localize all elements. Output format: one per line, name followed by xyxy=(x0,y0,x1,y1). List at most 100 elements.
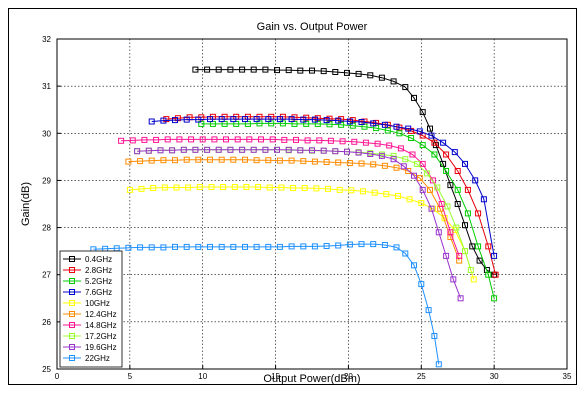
data-point-marker xyxy=(367,151,374,157)
legend-marker-swatch xyxy=(69,333,75,339)
data-point-marker xyxy=(269,136,276,143)
data-point-marker xyxy=(274,146,280,153)
data-point-marker xyxy=(281,136,288,143)
data-point-marker xyxy=(180,146,187,153)
data-point-marker xyxy=(336,186,343,193)
data-point-marker xyxy=(344,148,350,155)
data-point-marker xyxy=(370,161,377,168)
data-point-marker xyxy=(195,243,202,250)
data-point-marker xyxy=(462,248,468,255)
data-point-marker xyxy=(370,241,377,248)
data-point-marker xyxy=(311,158,318,165)
chart-canvas: 0 5 10 15 20 25 30 35 25 26 27 28 29 30 31 32 Gain vs. … xyxy=(20,21,572,385)
data-point-marker xyxy=(381,242,388,248)
data-point-marker xyxy=(348,187,355,194)
data-point-marker xyxy=(242,116,248,123)
data-point-marker xyxy=(325,185,331,192)
data-point-marker xyxy=(297,147,304,154)
x-tick-label: 30 xyxy=(490,372,499,381)
legend-marker-swatch xyxy=(69,355,75,361)
data-point-marker xyxy=(204,66,211,73)
legend-item: 17.2GHz xyxy=(63,332,117,341)
data-point-marker xyxy=(393,164,400,171)
data-point-marker xyxy=(447,182,454,189)
data-point-marker xyxy=(250,66,257,73)
data-point-marker xyxy=(161,184,168,191)
data-point-marker xyxy=(230,116,237,123)
data-point-marker xyxy=(470,276,477,283)
data-point-marker xyxy=(285,67,292,74)
x-tick-label: 0 xyxy=(55,372,60,381)
data-point-marker xyxy=(276,116,283,123)
data-point-marker xyxy=(288,243,295,250)
data-point-marker xyxy=(204,146,211,153)
data-point-marker xyxy=(411,94,417,101)
data-point-marker xyxy=(323,159,330,165)
data-point-marker xyxy=(332,69,339,75)
y-tick-label: 28 xyxy=(42,224,51,233)
legend-label: 12.4GHz xyxy=(85,310,117,319)
legend-marker-swatch xyxy=(69,267,75,273)
data-point-marker xyxy=(419,186,426,193)
data-point-marker xyxy=(453,224,460,231)
data-point-marker xyxy=(265,157,272,164)
data-point-marker xyxy=(320,147,327,154)
data-point-marker xyxy=(262,146,269,153)
data-point-marker xyxy=(346,160,353,166)
x-tick-label: 20 xyxy=(344,372,353,381)
data-point-marker xyxy=(253,116,260,123)
data-point-marker xyxy=(160,117,167,124)
data-point-marker xyxy=(138,185,145,192)
data-point-marker xyxy=(227,146,234,153)
data-point-marker xyxy=(196,184,203,190)
data-point-marker xyxy=(456,252,463,259)
data-point-marker xyxy=(393,123,400,130)
data-point-marker xyxy=(173,184,180,191)
data-point-marker xyxy=(137,244,144,251)
data-point-marker xyxy=(485,271,492,278)
data-point-marker xyxy=(285,146,292,153)
data-point-marker xyxy=(358,241,365,248)
data-point-marker xyxy=(405,125,412,132)
data-point-marker xyxy=(335,242,342,249)
data-point-marker xyxy=(428,132,435,139)
legend-item: 5.2GHz xyxy=(63,277,112,286)
data-point-marker xyxy=(480,196,487,203)
data-point-marker xyxy=(195,156,202,163)
data-point-marker xyxy=(464,186,471,193)
x-tick-label: 10 xyxy=(198,372,207,381)
data-point-marker xyxy=(409,151,416,158)
data-point-marker xyxy=(220,184,227,190)
series-line xyxy=(121,138,460,257)
series-0.4GHz xyxy=(192,66,498,278)
data-point-marker xyxy=(451,149,458,156)
data-point-marker xyxy=(358,119,365,125)
data-point-marker xyxy=(360,188,366,195)
data-point-marker xyxy=(188,136,195,143)
data-point-marker xyxy=(169,147,176,154)
data-point-marker xyxy=(339,138,346,145)
plot-area xyxy=(57,39,567,369)
legend-marker-swatch xyxy=(69,322,75,328)
data-point-marker xyxy=(492,271,499,278)
y-tick-label: 30 xyxy=(42,129,51,138)
data-point-marker xyxy=(402,84,409,91)
data-point-marker xyxy=(335,159,342,166)
data-point-marker xyxy=(274,67,280,74)
x-tick-label: 35 xyxy=(563,372,572,381)
data-point-marker xyxy=(148,244,155,251)
data-point-marker xyxy=(475,243,482,250)
data-point-marker xyxy=(304,137,311,144)
data-point-marker xyxy=(425,307,432,314)
grid xyxy=(57,39,567,369)
data-point-marker xyxy=(443,168,450,174)
data-point-marker xyxy=(134,148,141,155)
data-point-marker xyxy=(323,117,330,124)
data-point-marker xyxy=(344,69,350,76)
y-tick-label: 27 xyxy=(42,271,51,280)
data-point-marker xyxy=(390,152,397,159)
data-point-marker xyxy=(485,243,492,250)
data-point-marker xyxy=(301,185,308,191)
data-point-marker xyxy=(126,186,133,193)
data-point-marker xyxy=(129,137,136,144)
